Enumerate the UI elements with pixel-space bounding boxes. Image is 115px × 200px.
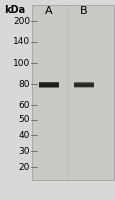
Text: 140: 140 (13, 38, 30, 46)
Text: 200: 200 (13, 17, 30, 25)
Text: 60: 60 (19, 100, 30, 110)
Text: 20: 20 (19, 162, 30, 171)
Text: B: B (79, 6, 87, 16)
Bar (32, 5, 113, 180)
Text: 100: 100 (13, 58, 30, 68)
Text: A: A (45, 6, 52, 16)
Text: kDa: kDa (4, 5, 25, 15)
Text: 50: 50 (19, 116, 30, 124)
Text: 30: 30 (19, 146, 30, 156)
Text: 80: 80 (19, 80, 30, 88)
Text: 40: 40 (19, 130, 30, 140)
